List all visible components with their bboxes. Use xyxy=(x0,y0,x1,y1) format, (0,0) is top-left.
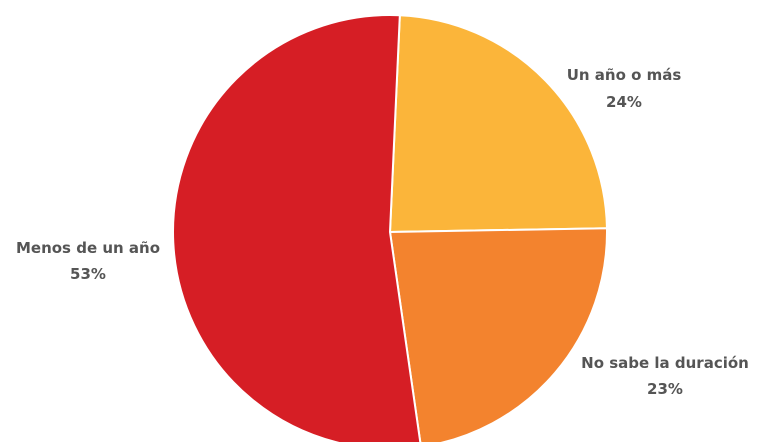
pie-slice-menos-de-un-a-o xyxy=(172,14,422,442)
slice-label-menos-de-un-ano: Menos de un año xyxy=(16,239,160,257)
slice-label-un-ano-o-mas: Un año o más xyxy=(567,66,682,84)
slice-value-un-ano-o-mas: 24% xyxy=(606,93,642,111)
slice-value-menos-de-un-ano: 53% xyxy=(70,265,106,283)
pie-slice-un-a-o-o-m-s xyxy=(388,14,608,234)
pie-slice-no-sabe-la-duraci-n xyxy=(388,227,608,442)
slice-value-no-sabe-la-duracion: 23% xyxy=(647,380,683,398)
slice-labels: Un año o más 24% No sabe la duración 23%… xyxy=(16,66,749,398)
pie-slices xyxy=(172,14,608,442)
slice-label-no-sabe-la-duracion: No sabe la duración xyxy=(581,354,749,372)
